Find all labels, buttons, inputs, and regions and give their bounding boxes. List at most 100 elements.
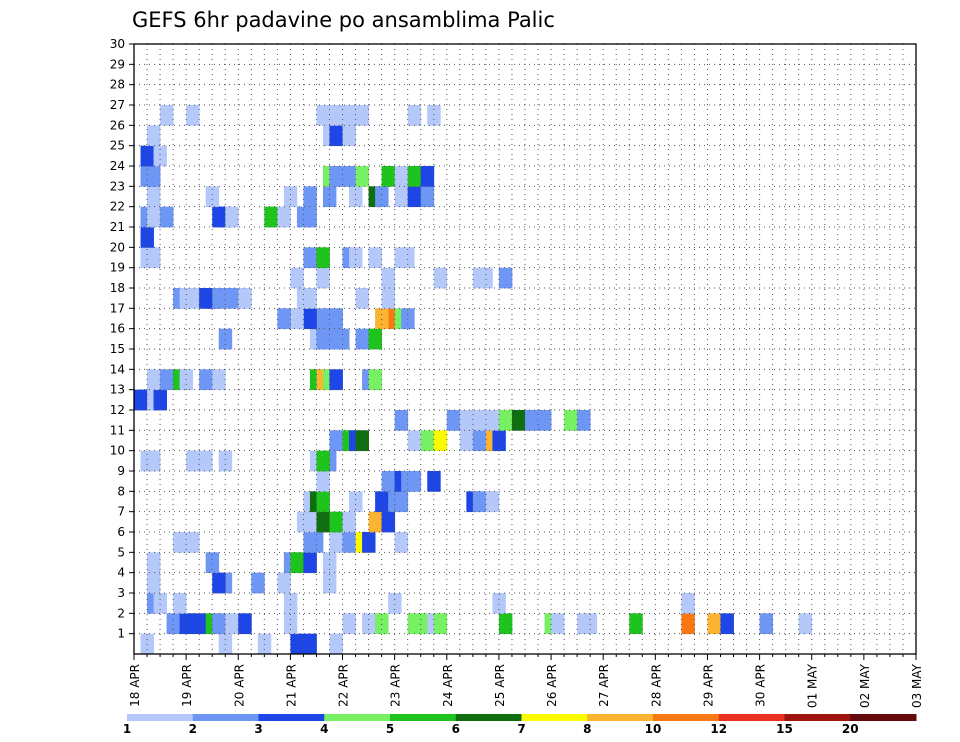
heatmap-cell [394, 491, 409, 513]
heatmap-cell [375, 491, 389, 513]
heatmap-cell [296, 511, 311, 533]
y-tick-label: 23 [110, 179, 125, 193]
heatmap-cell [798, 613, 813, 635]
heatmap-cell [322, 552, 337, 574]
heatmap-cell [394, 410, 409, 431]
heatmap-cell [407, 166, 422, 187]
heatmap-cell [498, 267, 513, 289]
heatmap-cell [368, 247, 383, 269]
x-tick-label: 28 APR [649, 664, 663, 707]
heatmap-cell [277, 572, 291, 594]
heatmap-cell [316, 511, 330, 533]
heatmap-cell [147, 247, 161, 269]
heatmap-cell [173, 593, 187, 614]
heatmap-cell [316, 450, 330, 472]
heatmap-cell [381, 471, 396, 492]
heatmap-cell [264, 206, 278, 228]
heatmap-cell [375, 186, 389, 208]
heatmap-cell [329, 511, 343, 533]
heatmap-cell [681, 613, 695, 635]
heatmap-cell [433, 267, 448, 289]
heatmap-cell [368, 369, 383, 391]
x-tick-label: 23 APR [389, 664, 403, 707]
heatmap-cell [225, 206, 239, 228]
heatmap-cell [381, 267, 396, 289]
heatmap-cell [147, 166, 161, 187]
heatmap-cell [160, 206, 174, 228]
x-tick-label: 24 APR [441, 664, 455, 707]
heatmap-cell [511, 410, 526, 431]
heatmap-cell [381, 288, 396, 309]
heatmap-cell [407, 105, 422, 126]
x-tick-label: 02 MAY [858, 663, 872, 708]
heatmap-cell [401, 308, 415, 330]
x-tick-label: 20 APR [232, 664, 246, 707]
chart-title: GEFS 6hr padavine po ansamblima Palic [132, 8, 555, 32]
heatmap-cell [225, 613, 239, 635]
y-tick-label: 25 [110, 139, 125, 153]
y-tick-label: 30 [110, 37, 125, 51]
heatmap-cell [342, 613, 356, 635]
heatmap-cell [407, 186, 422, 208]
heatmap-cell [251, 572, 265, 594]
heatmap-cell [472, 430, 487, 452]
heatmap-cell [316, 105, 330, 126]
heatmap-cell [290, 308, 304, 330]
heatmap-cells [134, 105, 813, 655]
heatmap-cell [342, 125, 356, 147]
heatmap-cell [420, 186, 435, 208]
heatmap-cell [212, 369, 226, 391]
heatmap-cell [277, 308, 291, 330]
y-tick-label: 20 [110, 240, 125, 254]
colorbar-label: 20 [842, 722, 859, 736]
y-tick-label: 17 [110, 301, 125, 315]
heatmap-cell [283, 593, 298, 614]
heatmap-cell [472, 491, 487, 513]
heatmap-cell [355, 328, 369, 350]
heatmap-cell [316, 267, 330, 289]
heatmap-cell [147, 206, 161, 228]
heatmap-cell [205, 552, 220, 574]
heatmap-cell [368, 328, 383, 350]
heatmap-cell [303, 186, 317, 208]
heatmap-cell [492, 593, 506, 614]
x-tick-label: 27 APR [597, 664, 611, 707]
heatmap-cell [342, 166, 356, 187]
heatmap-cell [349, 491, 363, 513]
y-tick-label: 7 [117, 505, 125, 519]
heatmap-cell [303, 288, 317, 309]
heatmap-cell [564, 410, 578, 431]
colorbar-label: 5 [386, 722, 394, 736]
heatmap-cell [153, 593, 167, 614]
heatmap-cell [225, 288, 239, 309]
heatmap-cell [355, 105, 369, 126]
heatmap-cell [212, 572, 226, 594]
colorbar-label: 12 [710, 722, 727, 736]
heatmap-cell [179, 613, 194, 635]
grid-lines [134, 44, 916, 654]
y-tick-label: 3 [117, 586, 125, 600]
heatmap-cell [459, 410, 474, 431]
x-tick-label: 03 MAY [910, 663, 924, 708]
heatmap-cell [147, 552, 161, 574]
colorbar-label: 4 [320, 722, 328, 736]
heatmap-cell [759, 613, 774, 635]
colorbar-segment [192, 714, 259, 721]
heatmap-cell [303, 308, 317, 330]
colorbar-segment [718, 714, 785, 721]
heatmap-cell [394, 186, 409, 208]
heatmap-cell [349, 247, 363, 269]
heatmap-cell [538, 410, 552, 431]
heatmap-cell [322, 572, 337, 594]
heatmap-cell [485, 491, 500, 513]
y-tick-label: 18 [110, 281, 125, 295]
heatmap-cell [153, 389, 167, 411]
heatmap-cell [720, 613, 734, 635]
colorbar-segment [850, 714, 917, 721]
colorbar-label: 8 [583, 722, 591, 736]
y-tick-label: 11 [110, 423, 125, 437]
heatmap-cell [446, 410, 461, 431]
heatmap-cell [427, 471, 441, 492]
y-tick-label: 9 [117, 464, 125, 478]
